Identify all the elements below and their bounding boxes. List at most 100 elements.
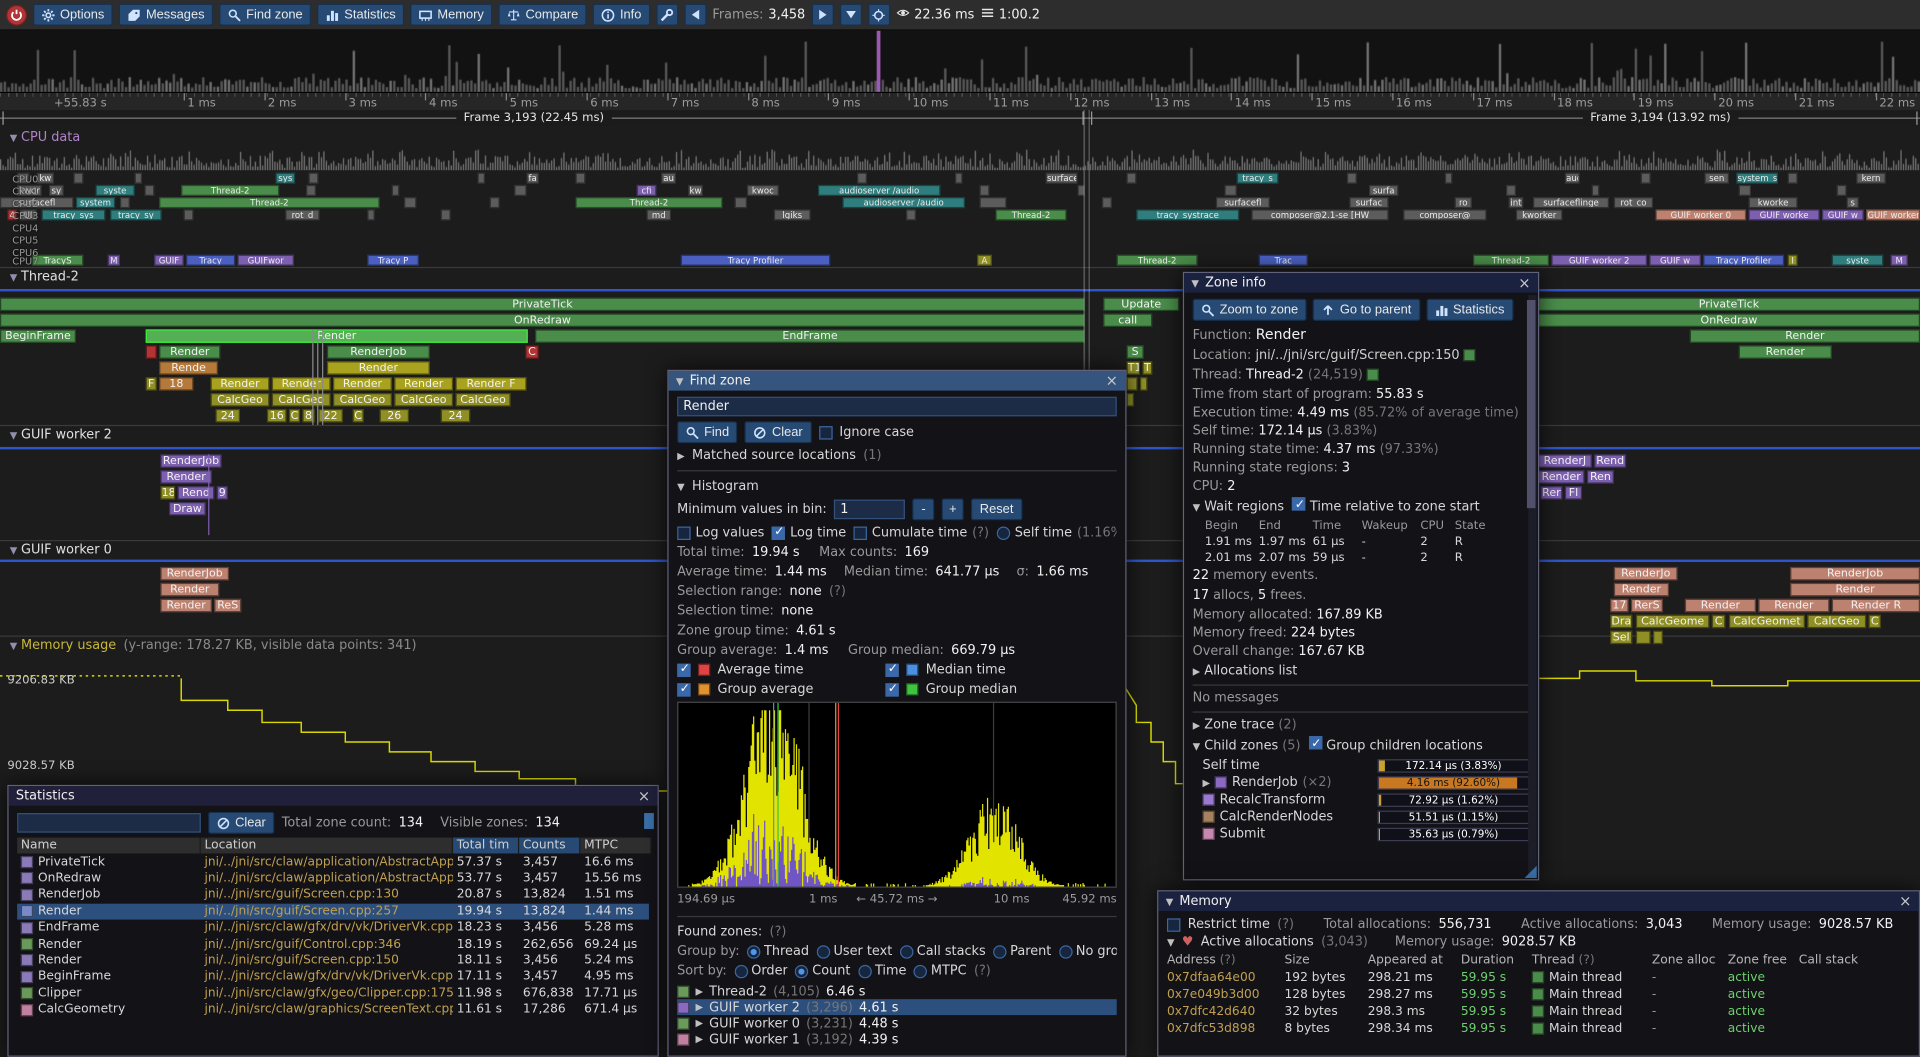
ignore-case-checkbox[interactable]	[818, 425, 833, 439]
radio-count[interactable]	[795, 964, 809, 978]
cpu-zone[interactable]: sy	[48, 184, 64, 196]
radio-user-text[interactable]	[816, 944, 830, 959]
legend-checkbox[interactable]	[677, 682, 691, 697]
timeline-zone[interactable]: S	[1126, 345, 1144, 359]
timeline-zone[interactable]: Render	[210, 377, 270, 391]
frame-label[interactable]: Frame 3,193 (22.45 ms)	[456, 111, 612, 125]
timeline-zone[interactable]: Render	[1790, 582, 1920, 597]
tools-button[interactable]	[656, 3, 679, 26]
log-values-checkbox[interactable]	[677, 525, 691, 540]
allocation-row[interactable]: 0x7e049b3d00 128 bytes 298.27 ms 59.95 s Mai…	[1167, 986, 1910, 1003]
cpu-zone[interactable]	[391, 184, 400, 196]
column-header[interactable]: Duration	[1460, 953, 1515, 967]
cpu-usage-graph[interactable]	[0, 148, 1920, 171]
column-header[interactable]: Size	[1284, 953, 1310, 967]
column-header[interactable]: Name	[17, 837, 201, 854]
column-header[interactable]: Zone free	[1727, 953, 1787, 967]
sort-by-option[interactable]: Time	[857, 964, 906, 978]
timeline-zone[interactable]: C	[1711, 614, 1726, 629]
timeline-zone[interactable]: 16	[266, 408, 287, 423]
radio-no-grouping[interactable]	[1058, 944, 1073, 959]
cpu-zone[interactable]	[955, 172, 963, 184]
column-header[interactable]: Counts	[519, 837, 581, 854]
cpu-zone[interactable]: syste	[1831, 254, 1884, 266]
group-by-option[interactable]: Parent	[993, 944, 1051, 959]
radio-order[interactable]	[734, 964, 748, 978]
timeline-zone[interactable]: Render	[160, 598, 212, 613]
self-time-radio[interactable]	[996, 525, 1010, 540]
timeline-zone[interactable]: PrivateTick	[1537, 297, 1920, 312]
cpu-zone[interactable]: surfacefl	[0, 197, 74, 209]
next-frame-button[interactable]	[811, 3, 834, 26]
zoom-to-zone-button[interactable]: Zoom to zone	[1192, 298, 1307, 321]
stats-row[interactable]: OnRedraw jni/../jni/src/claw/application/…	[17, 870, 649, 886]
cpu-zone[interactable]	[514, 184, 527, 196]
timeline-zone[interactable]: ReS	[214, 598, 242, 613]
timeline-zone[interactable]: RerS	[1631, 598, 1663, 613]
timeline-zone[interactable]: F	[145, 377, 157, 391]
cpu-zone[interactable]: I	[1787, 254, 1798, 266]
cpu-zone[interactable]: GUIF	[154, 254, 184, 266]
log-time-checkbox[interactable]	[771, 525, 786, 540]
cpu-zone[interactable]	[575, 172, 586, 184]
cpu-zone[interactable]: kw	[688, 184, 703, 196]
timeline-zone[interactable]: RenderJ	[1537, 454, 1592, 468]
sort-by-option[interactable]: Order	[734, 964, 788, 978]
timeline-zone[interactable]: 17	[1610, 598, 1629, 613]
timeline-zone[interactable]: CalcGeo	[271, 393, 331, 407]
timeline-zone[interactable]: Render	[1758, 598, 1830, 613]
group-by-option[interactable]: No grouping	[1058, 944, 1117, 959]
cpu-zone[interactable]: GUIF w	[1822, 209, 1864, 221]
find-button[interactable]: Find	[677, 421, 738, 444]
cpu-zone[interactable]: Thread-2	[159, 197, 380, 209]
timeline-zone[interactable]: Draw	[168, 502, 206, 516]
timeline-zone[interactable]: Render	[1738, 345, 1832, 359]
cpu-zone[interactable]: A	[977, 254, 992, 266]
timeline-zone[interactable]: call	[1103, 313, 1153, 327]
info-button[interactable]: Info	[593, 3, 650, 26]
timeline-zone[interactable]: Rer	[1540, 486, 1563, 500]
timeline-zone[interactable]: CalcGeo	[1807, 614, 1867, 629]
close-icon[interactable]: ×	[637, 787, 651, 805]
cpu-zone[interactable]: Tracy Profiler	[680, 254, 831, 266]
search-input[interactable]	[677, 396, 1117, 417]
stats-row[interactable]: CalcGeometry jni/../jni/src/claw/graphics…	[17, 1002, 649, 1018]
statistics-button[interactable]: Statistics	[1426, 298, 1513, 321]
cpu-zone[interactable]: Tracy P	[367, 254, 419, 266]
compare-button[interactable]: Compare	[498, 3, 587, 26]
cpu-zone[interactable]: kworke	[1748, 197, 1798, 209]
cpu-zone[interactable]: surfa	[1368, 184, 1399, 196]
time-relative-checkbox[interactable]	[1292, 497, 1306, 514]
filter-zones-input[interactable]	[17, 813, 201, 833]
timeline-zone[interactable]: Render	[160, 582, 220, 597]
histogram-option[interactable]: Log values	[677, 525, 764, 540]
section-header-memory-usage[interactable]: ▼ Memory usage (y-range: 178.27 KB, visibl…	[9, 637, 417, 653]
min-values-input[interactable]	[834, 499, 906, 520]
column-header[interactable]: Thread (?)	[1531, 953, 1595, 967]
cpu-zone[interactable]: Trac	[1258, 254, 1308, 266]
timeline-zone[interactable]: Dra	[1610, 614, 1633, 629]
cpu-zone[interactable]	[857, 172, 867, 184]
memory-button[interactable]: Memory	[410, 3, 493, 26]
cpu-zone[interactable]: md	[646, 209, 672, 221]
cpu-zone[interactable]: GUIFwor	[237, 254, 294, 266]
reset-button[interactable]: Reset	[971, 498, 1022, 521]
timeline-zone[interactable]: Render	[145, 329, 528, 343]
cpu-zone[interactable]: GUIF worker	[1866, 209, 1920, 221]
timeline-zone[interactable]: 24	[440, 408, 471, 423]
cpu-zone[interactable]: GUIF worker 0	[1655, 209, 1747, 221]
timeline-zone[interactable]: Render	[159, 345, 221, 359]
collapse-icon[interactable]: ▶	[695, 1017, 704, 1029]
child-zone-row[interactable]: ▶ RenderJob (×2) 4.16 ms (92.60%)	[1193, 774, 1530, 791]
go-to-parent-button[interactable]: Go to parent	[1312, 298, 1420, 321]
timeline-zone[interactable]: CalcGeo	[210, 393, 270, 407]
timeline-zone[interactable]: Render	[394, 377, 454, 391]
find-zone-button[interactable]: Find zone	[219, 3, 312, 26]
cpu-zone[interactable]: audioserver /audio	[817, 184, 941, 196]
decrement-button[interactable]: -	[912, 498, 935, 521]
histogram-toggle[interactable]: ▼ Histogram	[677, 478, 759, 494]
cpu-zone[interactable]	[17, 172, 30, 184]
cpu-zone[interactable]: kworker	[1515, 209, 1563, 221]
timeline-zone[interactable]: CalcGeomet	[1728, 614, 1805, 629]
cpu-zone[interactable]: Tracy	[186, 254, 236, 266]
